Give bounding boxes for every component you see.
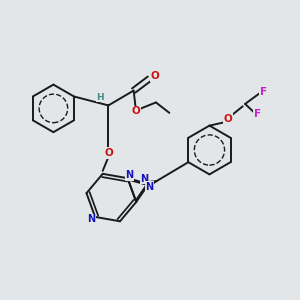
Text: O: O xyxy=(150,71,159,81)
Text: H: H xyxy=(96,93,104,102)
Text: F: F xyxy=(260,87,267,97)
Text: N: N xyxy=(146,182,154,192)
Text: N: N xyxy=(125,170,134,180)
Text: O: O xyxy=(104,148,113,158)
Text: N: N xyxy=(88,214,96,224)
Text: O: O xyxy=(132,106,140,116)
Text: F: F xyxy=(254,109,261,119)
Text: O: O xyxy=(224,114,232,124)
Text: N: N xyxy=(140,174,148,184)
